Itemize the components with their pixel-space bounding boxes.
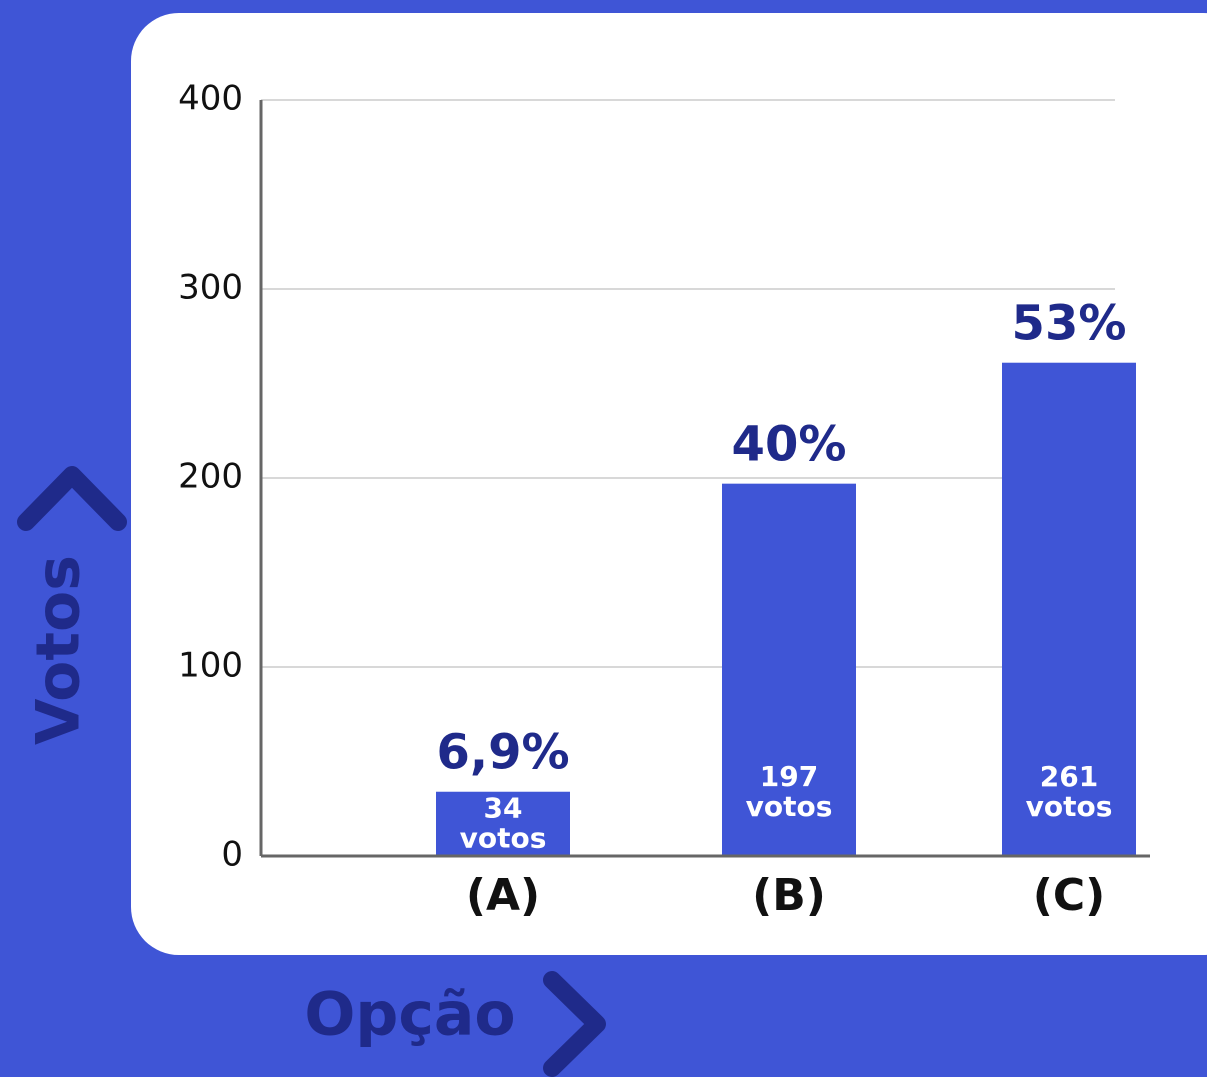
bar (1002, 362, 1136, 856)
x-axis-title: Opção (304, 980, 515, 1050)
y-tick-label: 400 (178, 79, 243, 119)
x-tick-label: (A) (466, 870, 540, 921)
value-label: 261 votos (1026, 760, 1113, 823)
x-tick-label: (B) (752, 870, 826, 921)
value-label: 34 votos (460, 792, 547, 855)
y-tick-label: 100 (178, 646, 243, 686)
x-tick-label: (C) (1033, 870, 1106, 921)
percent-label: 53% (1012, 296, 1127, 352)
y-chevron (17, 466, 127, 531)
bar (436, 791, 570, 856)
bar (722, 483, 856, 856)
y-axis-title: Votos (24, 555, 94, 745)
value-label: 197 votos (746, 760, 833, 823)
y-tick-label: 200 (178, 457, 243, 497)
y-tick-label: 300 (178, 268, 243, 308)
card (131, 13, 1207, 955)
y-tick-label: 0 (221, 835, 243, 875)
x-chevron (543, 971, 606, 1077)
percent-label: 6,9% (436, 725, 569, 781)
percent-label: 40% (732, 417, 847, 473)
